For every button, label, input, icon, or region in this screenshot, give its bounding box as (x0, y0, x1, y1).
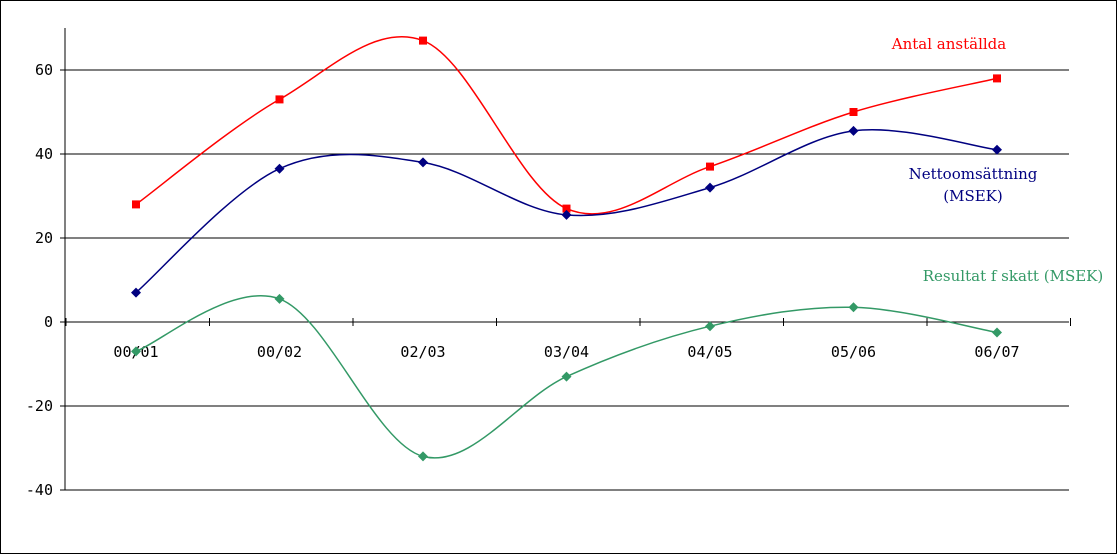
series-label: Resultat f skatt (MSEK) (923, 267, 1103, 285)
x-tick-label: 04/05 (687, 343, 732, 361)
series-group (131, 293, 1002, 462)
data-point (131, 287, 141, 298)
data-point (992, 327, 1002, 338)
series (131, 35, 1002, 462)
data-point (419, 36, 427, 45)
data-point (561, 371, 572, 382)
series-label-line: Antal anställda (891, 35, 1006, 53)
data-point (705, 182, 715, 193)
axes (60, 28, 1071, 491)
x-tick-label: 02/03 (400, 343, 445, 361)
y-tick-label: 20 (35, 229, 53, 247)
data-point (418, 451, 428, 462)
series-group (131, 125, 1002, 298)
data-point (849, 108, 858, 116)
y-tick-labels: -40 -20 0 20 40 60 (26, 61, 53, 499)
data-point (706, 162, 714, 171)
y-tick-label: -40 (26, 481, 53, 499)
data-point (848, 302, 859, 313)
data-point (561, 209, 572, 220)
series-labels: Antal anställda Nettoomsättning (MSEK) Resu… (891, 35, 1103, 285)
series-label-line: (MSEK) (943, 187, 1003, 205)
data-point (274, 163, 285, 174)
data-point (705, 321, 715, 332)
data-point (562, 204, 571, 213)
series-label-line: Resultat f skatt (MSEK) (923, 267, 1103, 285)
y-tick-label: -20 (26, 397, 53, 415)
series-label: Nettoomsättning (MSEK) (909, 165, 1038, 205)
x-tick-label: 00/02 (257, 343, 302, 361)
data-point (275, 95, 284, 104)
data-point (274, 293, 285, 304)
y-tick-label: 0 (44, 313, 53, 331)
x-tick-label: 03/04 (544, 343, 589, 361)
series-label-line: Nettoomsättning (909, 165, 1038, 183)
data-point (848, 125, 859, 136)
y-tick-label: 60 (35, 61, 53, 79)
data-point (132, 200, 140, 209)
x-tick-label: 06/07 (974, 343, 1019, 361)
data-point (992, 144, 1002, 155)
data-point (993, 74, 1001, 83)
y-tick-label: 40 (35, 145, 53, 163)
x-tick-label: 05/06 (831, 343, 876, 361)
series-label: Antal anställda (891, 35, 1006, 53)
series-group (132, 35, 1001, 215)
gridlines (65, 69, 1069, 491)
data-point (418, 157, 428, 168)
data-point (131, 346, 141, 357)
series-line (135, 35, 998, 215)
